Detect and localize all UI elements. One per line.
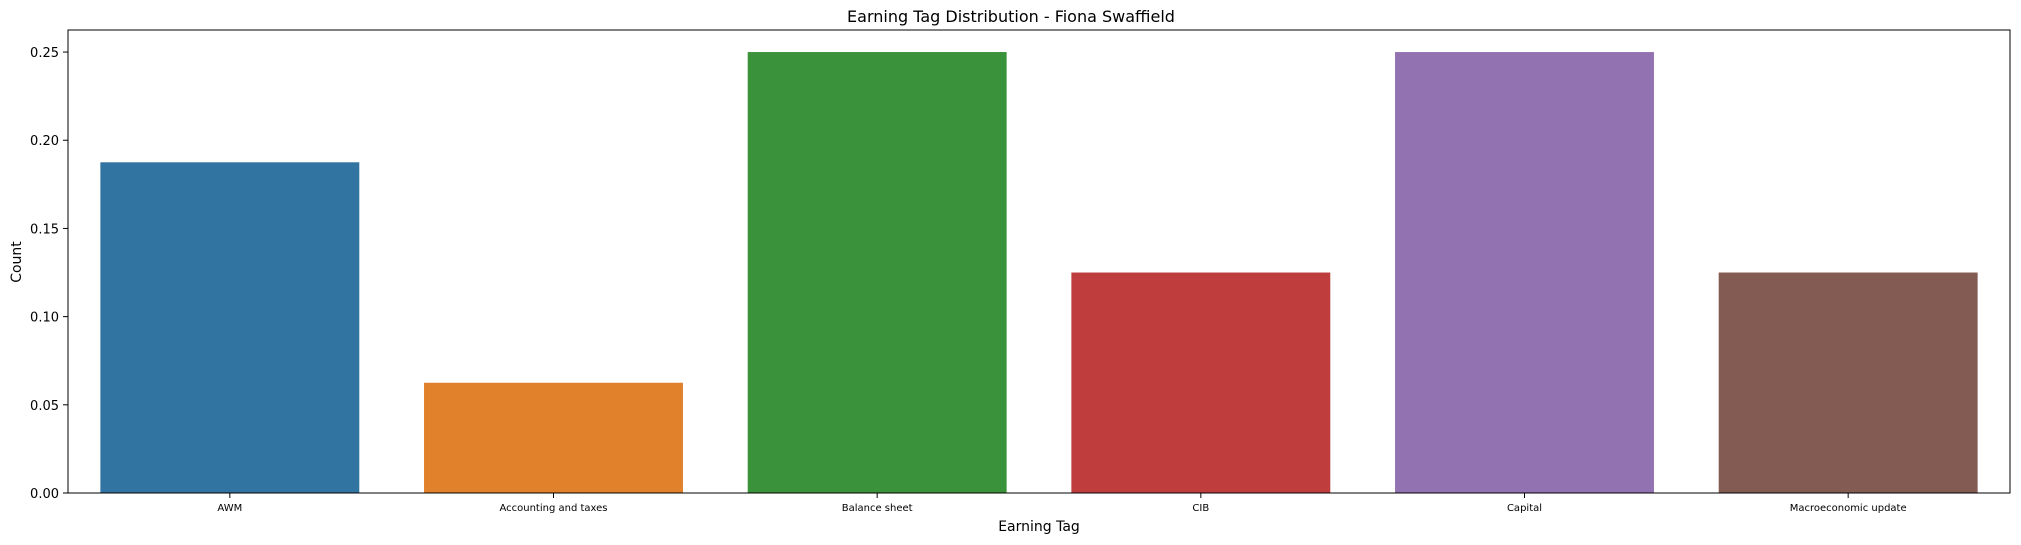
bar-capital xyxy=(1395,52,1654,494)
y-tick-label: 0.10 xyxy=(30,311,59,326)
x-tick-label: Capital xyxy=(1507,503,1542,514)
x-axis: AWM Accounting and taxes Balance sheet CIB C… xyxy=(217,493,1907,514)
y-tick-label: 0.15 xyxy=(30,222,59,237)
bar-macroeconomic-update xyxy=(1718,272,1978,493)
y-axis-label: Count xyxy=(9,241,25,283)
y-tick-label: 0.05 xyxy=(30,399,59,414)
chart-title: Earning Tag Distribution - Fiona Swaffie… xyxy=(847,7,1175,26)
x-tick-label: CIB xyxy=(1192,503,1209,514)
bar-balance-sheet xyxy=(747,52,1007,494)
y-tick-label: 0.20 xyxy=(30,134,59,149)
x-tick-label: Accounting and taxes xyxy=(499,503,607,514)
y-tick-label: 0.25 xyxy=(30,46,59,61)
bars xyxy=(100,52,1978,494)
x-axis-label: Earning Tag xyxy=(998,519,1080,535)
plot-frame xyxy=(67,29,2011,494)
x-tick-label: Balance sheet xyxy=(842,503,913,514)
bar-accounting-and-taxes xyxy=(424,382,683,493)
y-axis: 0.00 0.05 0.10 0.15 0.20 0.25 xyxy=(30,46,68,502)
y-tick-label: 0.00 xyxy=(30,487,59,502)
bar-cib xyxy=(1071,272,1331,493)
x-tick-label: Macroeconomic update xyxy=(1790,503,1907,514)
x-tick-label: AWM xyxy=(217,503,242,514)
bar-awm xyxy=(100,162,360,494)
